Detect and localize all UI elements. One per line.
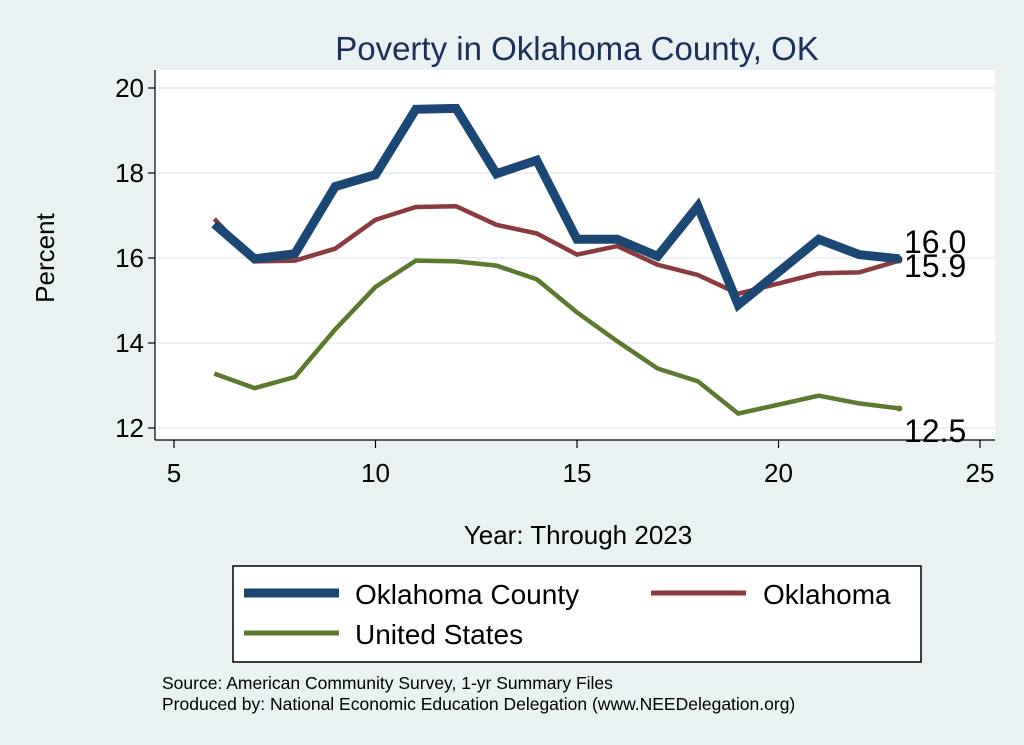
legend-box — [232, 565, 922, 663]
x-axis-label: Year: Through 2023 — [464, 520, 692, 550]
y-tick-label: 16 — [115, 243, 144, 273]
series-lines — [211, 103, 903, 417]
x-tick-label: 20 — [764, 458, 793, 488]
y-tick-label: 12 — [115, 413, 144, 443]
legend: Oklahoma County Oklahoma United States — [232, 565, 922, 663]
axes: 12 14 16 18 20 5 10 15 20 25 — [115, 70, 995, 488]
legend-label: Oklahoma County — [355, 579, 579, 610]
end-labels: 16.015.9 12.5 — [904, 224, 966, 449]
x-tick-label: 5 — [167, 458, 181, 488]
y-tick-label: 14 — [115, 328, 144, 358]
series-line-2 — [213, 258, 900, 417]
end-value-label: 15.9 — [904, 248, 966, 284]
x-tick-label: 15 — [563, 458, 592, 488]
x-tick-label: 25 — [966, 458, 995, 488]
series-end-point — [896, 405, 903, 412]
series-end-point — [896, 255, 903, 262]
source-note: Source: American Community Survey, 1-yr … — [162, 673, 613, 693]
producer-note: Produced by: National Economic Education… — [162, 694, 795, 714]
series-line-0 — [211, 103, 900, 313]
y-axis-label: Percent — [30, 212, 60, 302]
legend-label: Oklahoma — [763, 579, 891, 610]
legend-label: United States — [355, 619, 523, 650]
end-value-label: 12.5 — [904, 413, 966, 449]
y-tick-label: 20 — [115, 73, 144, 103]
y-tick-label: 18 — [115, 158, 144, 188]
x-tick-label: 10 — [361, 458, 390, 488]
end-value-label: 16.0 — [904, 224, 966, 260]
chart-title: Poverty in Oklahoma County, OK — [335, 30, 819, 67]
